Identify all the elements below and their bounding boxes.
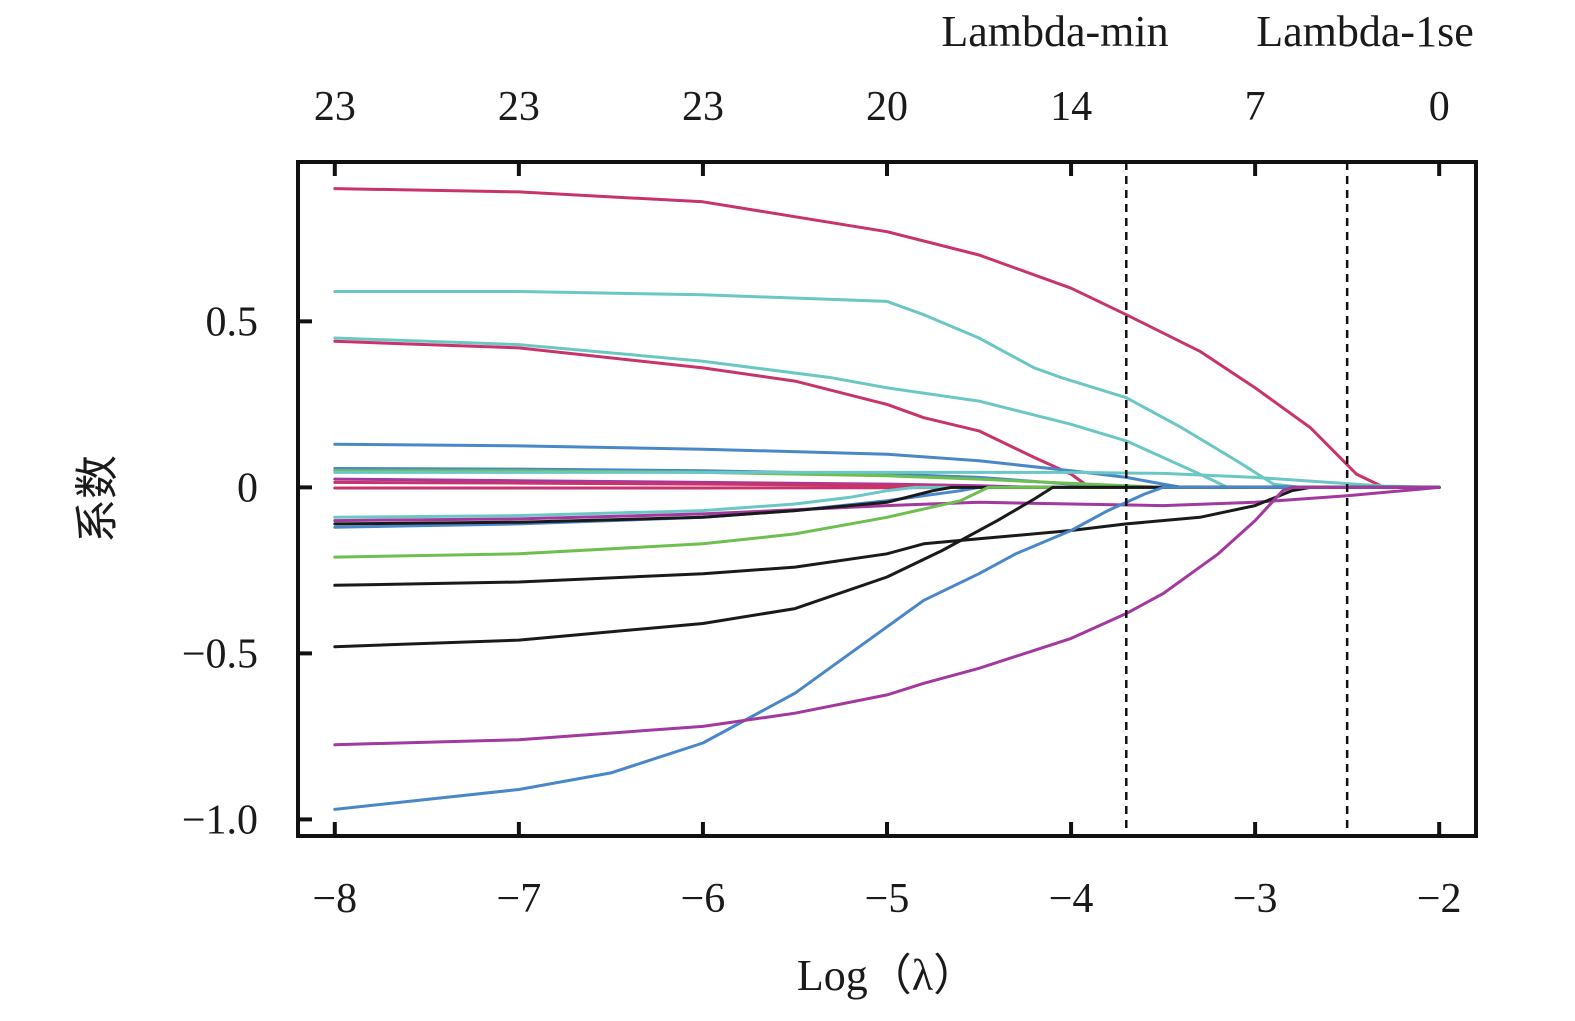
x-axis-title: Log（λ） (797, 951, 977, 1000)
coefficient-path-2 (333, 290, 1441, 489)
x-tick-label: −2 (1417, 876, 1462, 922)
coefficient-path-4 (333, 339, 1441, 489)
coefficient-path-3 (333, 336, 1441, 489)
coefficient-path-12 (333, 485, 1441, 519)
reference-label-lambda-min: Lambda-min (941, 7, 1168, 56)
top-tick-label: 7 (1245, 84, 1266, 130)
x-tick-label: −8 (312, 876, 357, 922)
top-tick-label: 23 (682, 84, 724, 130)
y-tick-label: 0 (237, 465, 258, 511)
x-tick-label: −3 (1233, 876, 1278, 922)
coefficient-path-20 (333, 485, 1441, 747)
coefficient-path-17 (333, 485, 1441, 587)
coefficient-path-16 (333, 485, 1441, 559)
top-tick-label: 20 (866, 84, 908, 130)
x-tick-label: −5 (865, 876, 910, 922)
coefficient-path-5 (333, 442, 1441, 489)
top-tick-label: 23 (498, 84, 540, 130)
y-tick-label: 0.5 (206, 299, 259, 345)
coefficient-path-8 (333, 470, 1441, 489)
reference-label-lambda-1se: Lambda-1se (1256, 7, 1473, 56)
y-axis-title: 系数 (73, 455, 122, 543)
top-tick-label: 0 (1429, 84, 1450, 130)
coefficient-path-19 (333, 485, 1441, 811)
y-tick-label: −0.5 (182, 631, 258, 677)
x-tick-label: −6 (681, 876, 726, 922)
top-tick-label: 23 (314, 84, 356, 130)
x-tick-label: −4 (1049, 876, 1094, 922)
series-layer (333, 187, 1441, 811)
coefficient-path-1 (333, 187, 1441, 489)
top-tick-label: 14 (1050, 84, 1092, 130)
coefficient-path-15 (333, 485, 1441, 526)
reference-line-layer: Lambda-min Lambda-1se (941, 7, 1474, 836)
tick-layer: −8 −7 −6 −5 −4 −3 −2 23 23 23 20 14 7 0 0.5 0 −0.5 −1.0 (182, 84, 1462, 922)
x-tick-label: −7 (497, 876, 542, 922)
y-tick-label: −1.0 (182, 797, 258, 843)
coefficient-path-18 (333, 485, 1441, 649)
